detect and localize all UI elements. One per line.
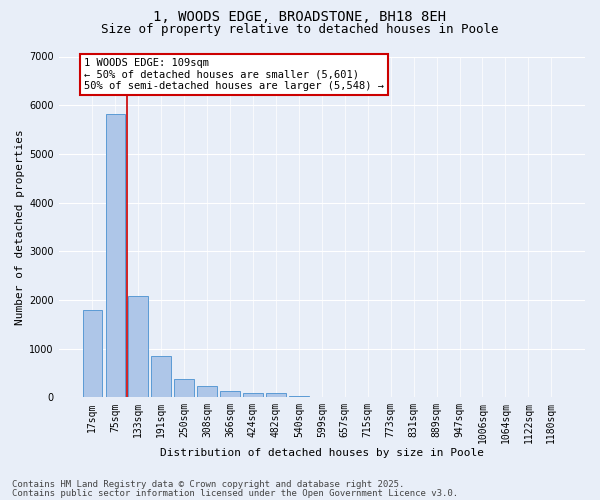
Bar (197, 386, 217, 398)
Text: Size of property relative to detached houses in Poole: Size of property relative to detached ho… (101, 22, 499, 36)
Bar (83, 310, 102, 398)
Y-axis label: Number of detached properties: Number of detached properties (15, 129, 25, 325)
Text: 1 WOODS EDGE: 109sqm
← 50% of detached houses are smaller (5,601)
50% of semi-de: 1 WOODS EDGE: 109sqm ← 50% of detached h… (84, 58, 384, 91)
Bar (266, 394, 286, 398)
Bar (151, 356, 171, 398)
Bar (128, 296, 148, 398)
Bar (175, 380, 194, 398)
Text: Contains HM Land Registry data © Crown copyright and database right 2025.: Contains HM Land Registry data © Crown c… (12, 480, 404, 489)
Bar (289, 396, 308, 398)
Text: 1, WOODS EDGE, BROADSTONE, BH18 8EH: 1, WOODS EDGE, BROADSTONE, BH18 8EH (154, 10, 446, 24)
Bar (106, 114, 125, 398)
Bar (243, 394, 263, 398)
X-axis label: Distribution of detached houses by size in Poole: Distribution of detached houses by size … (160, 448, 484, 458)
Text: Contains public sector information licensed under the Open Government Licence v3: Contains public sector information licen… (12, 490, 458, 498)
Bar (220, 391, 240, 398)
